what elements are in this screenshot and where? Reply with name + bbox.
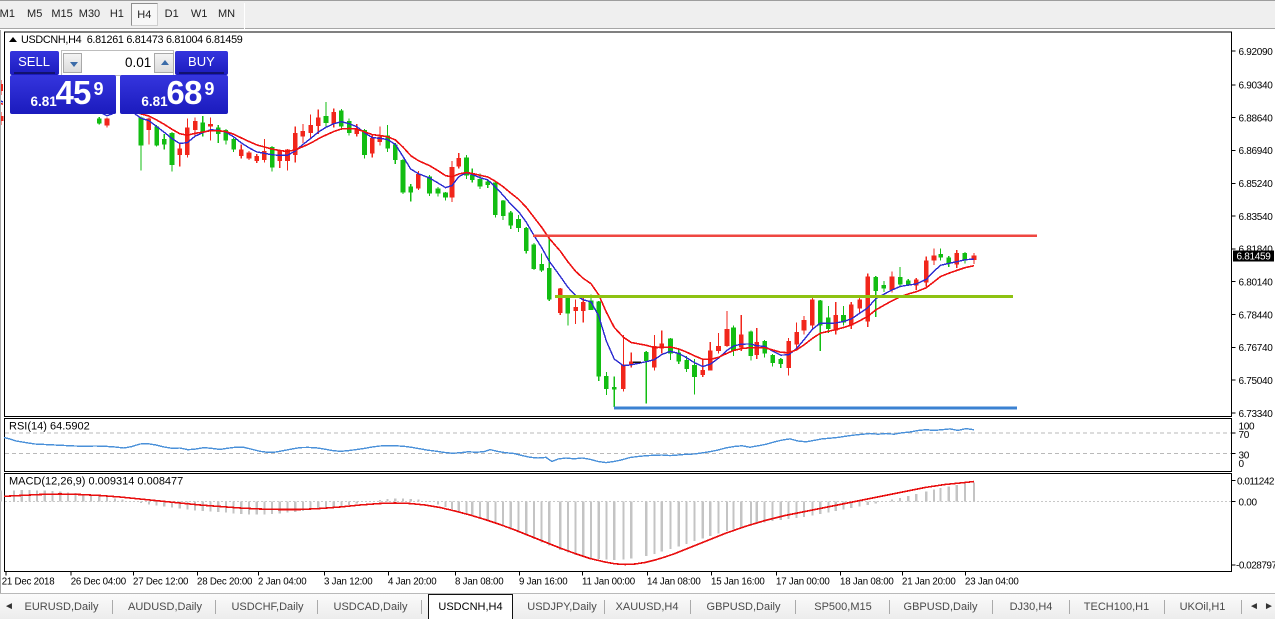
svg-text:70: 70 [1239, 430, 1250, 441]
svg-text:6.73340: 6.73340 [1239, 409, 1274, 420]
svg-text:RSI(14) 64.5902: RSI(14) 64.5902 [9, 421, 90, 433]
svg-text:6.80140: 6.80140 [1239, 278, 1274, 289]
svg-text:6.75040: 6.75040 [1239, 376, 1274, 387]
svg-text:6.88640: 6.88640 [1239, 113, 1274, 124]
svg-text:MACD(12,26,9) 0.009314 0.00847: MACD(12,26,9) 0.009314 0.008477 [9, 476, 183, 488]
svg-text:6.78440: 6.78440 [1239, 310, 1274, 321]
svg-text:21 Dec 2018: 21 Dec 2018 [2, 577, 55, 588]
svg-text:21 Jan 20:00: 21 Jan 20:00 [902, 577, 956, 588]
svg-text:27 Dec 12:00: 27 Dec 12:00 [133, 577, 189, 588]
svg-text:8 Jan 08:00: 8 Jan 08:00 [455, 577, 504, 588]
svg-text:6.85240: 6.85240 [1239, 179, 1274, 190]
svg-text:6.81840: 6.81840 [1239, 245, 1274, 256]
svg-text:28 Dec 20:00: 28 Dec 20:00 [197, 577, 253, 588]
svg-text:6.86940: 6.86940 [1239, 146, 1274, 157]
svg-text:9 Jan 16:00: 9 Jan 16:00 [519, 577, 568, 588]
svg-text:23 Jan 04:00: 23 Jan 04:00 [965, 577, 1019, 588]
svg-text:14 Jan 08:00: 14 Jan 08:00 [647, 577, 701, 588]
svg-text:4 Jan 20:00: 4 Jan 20:00 [388, 577, 437, 588]
svg-text:-0.028797: -0.028797 [1236, 561, 1275, 572]
svg-text:6.81459: 6.81459 [1237, 252, 1272, 263]
svg-text:15 Jan 16:00: 15 Jan 16:00 [711, 577, 765, 588]
svg-text:6.83540: 6.83540 [1239, 212, 1274, 223]
svg-text:0: 0 [1239, 459, 1245, 470]
svg-text:6.76740: 6.76740 [1239, 343, 1274, 354]
svg-text:100: 100 [1239, 421, 1256, 432]
svg-text:18 Jan 08:00: 18 Jan 08:00 [840, 577, 894, 588]
svg-text:6.92090: 6.92090 [1239, 47, 1274, 58]
svg-text:30: 30 [1239, 450, 1250, 461]
svg-text:26 Dec 04:00: 26 Dec 04:00 [71, 577, 127, 588]
svg-text:17 Jan 00:00: 17 Jan 00:00 [776, 577, 830, 588]
svg-text:2 Jan 04:00: 2 Jan 04:00 [258, 577, 307, 588]
svg-text:11 Jan 00:00: 11 Jan 00:00 [582, 577, 636, 588]
svg-text:3 Jan 12:00: 3 Jan 12:00 [324, 577, 373, 588]
svg-text:0.00: 0.00 [1239, 498, 1258, 509]
svg-text:0.011242: 0.011242 [1237, 477, 1275, 488]
svg-text:6.90340: 6.90340 [1239, 81, 1274, 92]
